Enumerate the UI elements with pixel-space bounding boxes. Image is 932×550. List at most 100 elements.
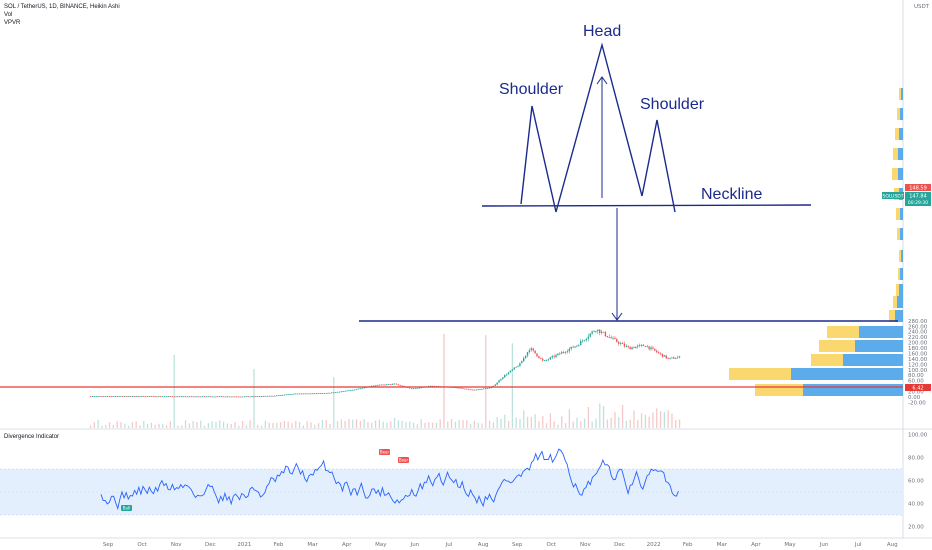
volume-bar — [420, 419, 422, 428]
volume-bar — [553, 421, 555, 428]
candle-body — [566, 351, 569, 353]
candle-body — [91, 396, 94, 398]
volume-bar — [652, 412, 654, 428]
price-axis[interactable]: 280.00260.00240.00220.00200.00180.00160.… — [908, 319, 928, 407]
volume-bar — [587, 406, 590, 428]
candle-body — [585, 338, 588, 341]
symbol-title[interactable]: SOL / TetherUS, 1D, BINANCE, Heikin Ashi — [4, 4, 120, 10]
bear-signal-2[interactable]: Bear — [398, 457, 409, 463]
time-tick: Nov — [580, 542, 591, 548]
candle-body — [629, 347, 631, 350]
candle-body — [612, 337, 614, 339]
right-shoulder-label[interactable]: Shoulder — [640, 96, 705, 113]
volume-bar — [507, 420, 510, 428]
time-axis[interactable]: Sep Oct Nov Dec 2021 Feb Mar Apr May Jun Jul Aug Sep… — [103, 542, 898, 548]
candle-body — [390, 384, 392, 385]
candle-body — [209, 396, 211, 398]
price-tick: 220.00 — [908, 335, 928, 341]
volume-bar — [234, 422, 236, 428]
candle-body — [483, 388, 485, 390]
candle-body — [122, 396, 124, 397]
candle-body — [245, 396, 248, 398]
candle-body — [350, 390, 352, 391]
candle-body — [186, 396, 189, 398]
candle-body — [610, 337, 612, 339]
candle-body — [334, 392, 337, 393]
volume-bar — [610, 417, 612, 428]
candle-body — [591, 331, 593, 334]
candle-body — [564, 352, 567, 353]
candle-body — [188, 396, 191, 398]
candle-body — [637, 345, 639, 347]
volume-bar — [230, 424, 232, 428]
volume-bar — [519, 419, 521, 428]
candle-body — [179, 396, 181, 398]
candle-body — [676, 357, 679, 359]
vpvr-indicator-label[interactable]: VPVR — [4, 20, 21, 26]
volume-bar — [629, 419, 631, 428]
oscillator-title[interactable]: Divergence Indicator — [4, 434, 60, 440]
volume-bar — [146, 423, 149, 428]
price-tick: 140.00 — [908, 357, 928, 363]
volume-bar — [302, 425, 305, 428]
candle-body — [675, 358, 677, 360]
candle-body — [395, 383, 398, 385]
candle-body — [137, 396, 139, 397]
candle-body — [521, 361, 523, 364]
vp-bar-down — [900, 228, 903, 240]
volume-bar — [591, 421, 593, 428]
head-and-shoulders-pattern[interactable] — [520, 42, 676, 213]
volume-bar — [154, 424, 156, 428]
candle-body — [467, 388, 470, 390]
oscillator-axis[interactable]: 100.00 80.00 60.00 40.00 20.00 — [908, 432, 928, 530]
candle-body — [580, 341, 582, 346]
neckline[interactable] — [481, 204, 812, 207]
candle-body — [353, 389, 356, 391]
candle-body — [635, 346, 637, 349]
candle-body — [619, 343, 622, 345]
bear-signal-1-label: Bear — [380, 450, 390, 455]
candle-body — [663, 355, 666, 357]
candle-body — [342, 391, 344, 392]
candle-body — [633, 347, 635, 349]
candle-body — [276, 395, 278, 397]
vp-bar-up — [899, 88, 901, 100]
candle-body — [116, 396, 118, 397]
price-tick: 20.00 — [908, 390, 924, 396]
candles — [89, 329, 681, 398]
time-tick: Apr — [751, 542, 761, 548]
volume-indicator-label[interactable]: Vol — [4, 12, 13, 18]
bull-signal[interactable]: Bull — [121, 505, 132, 511]
candle-body — [118, 396, 120, 397]
volume-bar — [583, 418, 586, 428]
candle-body — [344, 390, 346, 392]
candle-body — [374, 385, 377, 387]
bear-signal-1[interactable]: Bear — [379, 449, 390, 455]
candle-body — [671, 357, 673, 359]
candle-body — [486, 388, 489, 390]
price-tick: -20.00 — [908, 400, 926, 406]
candle-body — [371, 385, 373, 387]
candle-body — [106, 396, 109, 397]
vp-bar-up — [827, 326, 859, 338]
volume-bar — [614, 412, 616, 428]
candle-body — [150, 396, 153, 397]
candle-body — [517, 366, 519, 368]
volume-bar — [488, 420, 491, 428]
candle-body — [101, 396, 103, 397]
candle-body — [553, 356, 555, 358]
volume-bar — [678, 419, 681, 428]
candle-body — [388, 384, 390, 385]
candle-body — [124, 396, 126, 397]
time-tick: Jun — [410, 542, 420, 548]
head-label[interactable]: Head — [583, 23, 621, 40]
vp-bar-down — [843, 354, 903, 366]
neckline-label[interactable]: Neckline — [701, 186, 762, 203]
candle-body — [661, 353, 664, 357]
candle-body — [559, 353, 561, 355]
candle-body — [167, 396, 170, 398]
vp-bar-down — [900, 108, 903, 120]
left-shoulder-label[interactable]: Shoulder — [499, 81, 564, 98]
candle-body — [232, 396, 234, 398]
